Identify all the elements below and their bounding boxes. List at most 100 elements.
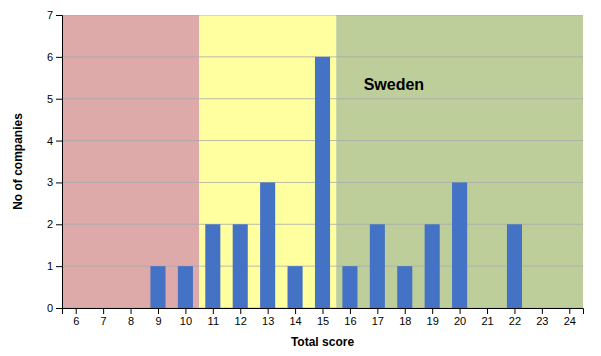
- y-axis-tick: 3: [47, 176, 62, 188]
- x-axis-tick-label: 11: [208, 315, 219, 327]
- x-axis: 6789101112131415161718192021222324: [63, 308, 584, 327]
- x-axis-tick-mark: [323, 308, 324, 314]
- x-axis-tick-label: 20: [454, 315, 466, 327]
- x-axis-tick-label: 8: [128, 315, 134, 327]
- x-axis-tick-label: 7: [101, 315, 107, 327]
- bar: [123, 308, 138, 309]
- x-axis-tick: 20: [454, 308, 466, 327]
- x-axis-tick: 16: [344, 308, 356, 327]
- x-axis-tick-mark: [76, 308, 77, 314]
- x-axis-tick-label: 10: [180, 315, 192, 327]
- y-axis-tick-mark: [56, 15, 62, 16]
- x-axis-tick: 7: [101, 308, 107, 327]
- x-axis-tick-label: 18: [399, 315, 411, 327]
- x-axis-tick-mark: [131, 308, 132, 314]
- y-axis-line: [56, 16, 63, 309]
- x-axis-tick-mark: [432, 308, 433, 314]
- x-axis-tick: 13: [262, 308, 274, 327]
- bar: [96, 308, 111, 309]
- bar: [507, 224, 522, 308]
- x-axis-tick-mark: [405, 308, 406, 314]
- region: [62, 15, 199, 308]
- x-axis-tick-label: 21: [481, 315, 493, 327]
- y-axis-tick: 2: [47, 218, 62, 230]
- y-axis-tick: 4: [47, 135, 62, 147]
- x-axis-tick-mark: [240, 308, 241, 314]
- chart: 6789101112131415161718192021222324012345…: [0, 0, 601, 356]
- x-axis-tick-label: 16: [344, 315, 356, 327]
- x-axis-tick-label: 6: [73, 315, 79, 327]
- bar: [288, 266, 303, 308]
- y-axis-tick-label: 5: [47, 93, 53, 105]
- x-axis-tick: 11: [208, 308, 219, 327]
- y-axis-tick-label: 3: [47, 176, 53, 188]
- bar: [562, 308, 577, 309]
- y-axis-tick: 7: [47, 9, 62, 21]
- x-axis-line: [63, 309, 584, 315]
- x-axis-tick-mark: [487, 308, 488, 314]
- marks: [62, 15, 583, 308]
- x-axis-tick-mark: [213, 308, 214, 314]
- grid-line: [62, 15, 583, 16]
- x-axis-title: Total score: [291, 335, 354, 349]
- region: [199, 15, 336, 308]
- y-axis-tick-mark: [56, 57, 62, 58]
- bar: [479, 308, 494, 309]
- x-axis-tick: 22: [509, 308, 521, 327]
- bar: [534, 308, 549, 309]
- bar: [425, 224, 440, 308]
- x-axis-tick-mark: [569, 308, 570, 314]
- bar: [233, 224, 248, 308]
- x-axis-tick-mark: [542, 308, 543, 314]
- x-axis-tick: 17: [372, 308, 384, 327]
- x-axis-tick-mark: [268, 308, 269, 314]
- y-axis-tick-label: 0: [47, 302, 53, 314]
- y-axis-tick-label: 2: [47, 218, 53, 230]
- y-axis-tick-mark: [56, 266, 62, 267]
- bar: [397, 266, 412, 308]
- x-axis-tick-mark: [158, 308, 159, 314]
- x-axis-tick: 8: [128, 308, 134, 327]
- y-axis-tick-mark: [56, 224, 62, 225]
- y-axis-tick-label: 4: [47, 135, 53, 147]
- x-axis-tick-mark: [295, 308, 296, 314]
- y-axis-tick-mark: [56, 99, 62, 100]
- x-axis-tick: 24: [564, 308, 576, 327]
- x-axis-tick: 23: [536, 308, 548, 327]
- x-axis-tick-mark: [185, 308, 186, 314]
- y-axis-tick: 1: [47, 260, 62, 272]
- bar: [150, 266, 165, 308]
- y-axis-title: No of companies: [11, 113, 25, 210]
- annotation: Sweden: [364, 76, 424, 93]
- y-axis-tick: 5: [47, 93, 62, 105]
- y-axis-tick-mark: [56, 141, 62, 142]
- x-axis-tick-label: 15: [317, 315, 329, 327]
- y-axis-tick: 0: [47, 302, 62, 314]
- y-axis-tick-mark: [56, 182, 62, 183]
- y-axis-tick-label: 7: [47, 9, 53, 21]
- y-axis-tick-mark: [56, 308, 62, 309]
- x-axis-tick: 15: [317, 308, 329, 327]
- x-axis-tick-mark: [460, 308, 461, 314]
- x-axis-tick-label: 17: [372, 315, 384, 327]
- x-axis-tick: 9: [155, 308, 161, 327]
- x-axis-tick: 6: [73, 308, 79, 327]
- y-axis-tick: 6: [47, 51, 62, 63]
- x-axis-tick-label: 13: [262, 315, 274, 327]
- x-axis-tick: 18: [399, 308, 411, 327]
- bar: [315, 57, 330, 308]
- x-axis-tick-label: 19: [427, 315, 439, 327]
- x-axis-tick-label: 23: [536, 315, 548, 327]
- plot-area: 6789101112131415161718192021222324012345…: [11, 9, 584, 349]
- x-axis-tick: 10: [180, 308, 192, 327]
- bar: [260, 182, 275, 308]
- x-axis-tick-label: 22: [509, 315, 521, 327]
- y-axis-tick-label: 1: [47, 260, 53, 272]
- x-axis-tick-label: 12: [235, 315, 247, 327]
- y-axis: 0 1 2 3 4 5 6 7: [47, 9, 63, 314]
- bar: [342, 266, 357, 308]
- bar: [370, 224, 385, 308]
- region: [336, 15, 583, 308]
- bar: [205, 224, 220, 308]
- x-axis-tick-mark: [377, 308, 378, 314]
